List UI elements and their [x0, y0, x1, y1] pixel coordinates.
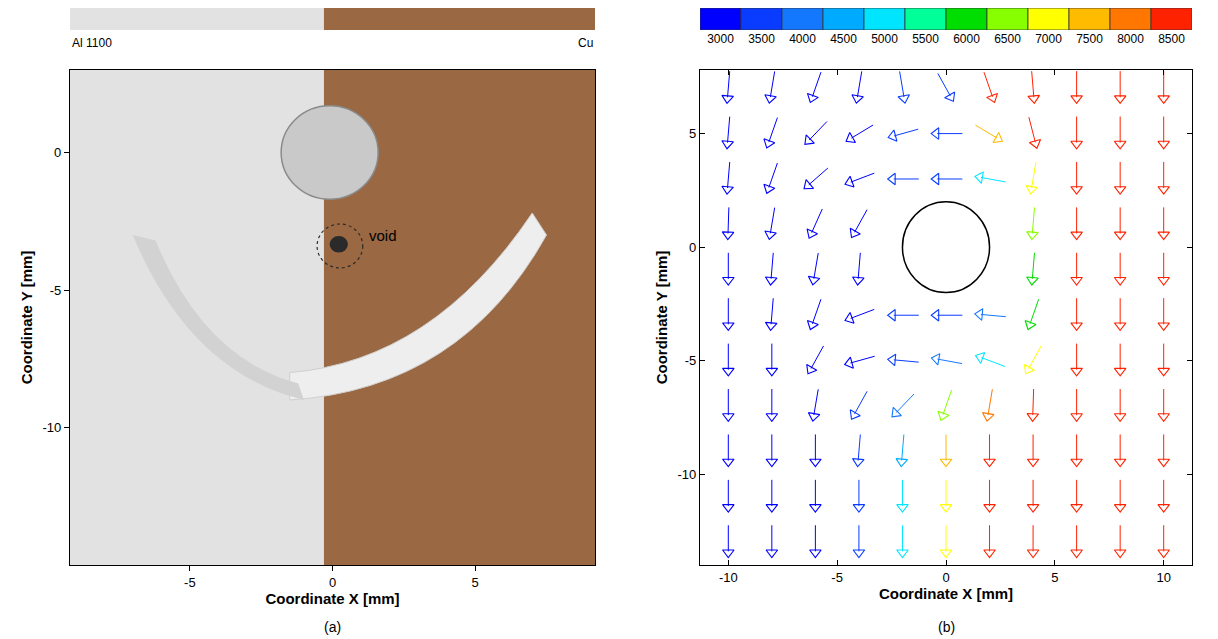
svg-text:5000: 5000 — [871, 32, 898, 46]
svg-text:7000: 7000 — [1035, 32, 1062, 46]
svg-text:10: 10 — [1156, 570, 1170, 585]
svg-text:0: 0 — [54, 145, 61, 160]
svg-text:Coordinate X [mm]: Coordinate X [mm] — [879, 585, 1013, 602]
svg-text:void: void — [369, 227, 397, 244]
svg-text:-10: -10 — [42, 420, 61, 435]
svg-text:Cu: Cu — [578, 36, 593, 50]
svg-text:6500: 6500 — [994, 32, 1021, 46]
svg-text:5: 5 — [689, 126, 696, 141]
svg-text:6000: 6000 — [953, 32, 980, 46]
svg-text:(a): (a) — [324, 619, 341, 635]
svg-text:4500: 4500 — [830, 32, 857, 46]
svg-text:Coordinate Y [mm]: Coordinate Y [mm] — [653, 251, 670, 385]
svg-text:5: 5 — [1051, 570, 1058, 585]
svg-text:5500: 5500 — [912, 32, 939, 46]
svg-text:-5: -5 — [685, 353, 697, 368]
svg-text:4000: 4000 — [789, 32, 816, 46]
svg-text:-10: -10 — [677, 467, 696, 482]
svg-text:Al 1100: Al 1100 — [72, 36, 112, 50]
svg-text:(b): (b) — [938, 619, 955, 635]
svg-text:3500: 3500 — [748, 32, 775, 46]
svg-text:Coordinate Y [mm]: Coordinate Y [mm] — [18, 251, 35, 385]
svg-text:0: 0 — [329, 575, 336, 590]
svg-text:8000: 8000 — [1117, 32, 1144, 46]
svg-text:-5: -5 — [184, 575, 196, 590]
svg-text:-10: -10 — [719, 570, 738, 585]
svg-text:8500: 8500 — [1158, 32, 1185, 46]
svg-text:0: 0 — [689, 240, 696, 255]
svg-text:5: 5 — [472, 575, 479, 590]
svg-text:Coordinate X [mm]: Coordinate X [mm] — [265, 590, 399, 607]
svg-text:7500: 7500 — [1076, 32, 1103, 46]
svg-text:-5: -5 — [50, 283, 62, 298]
svg-text:3000: 3000 — [707, 32, 734, 46]
svg-text:0: 0 — [942, 570, 949, 585]
svg-text:-5: -5 — [831, 570, 843, 585]
